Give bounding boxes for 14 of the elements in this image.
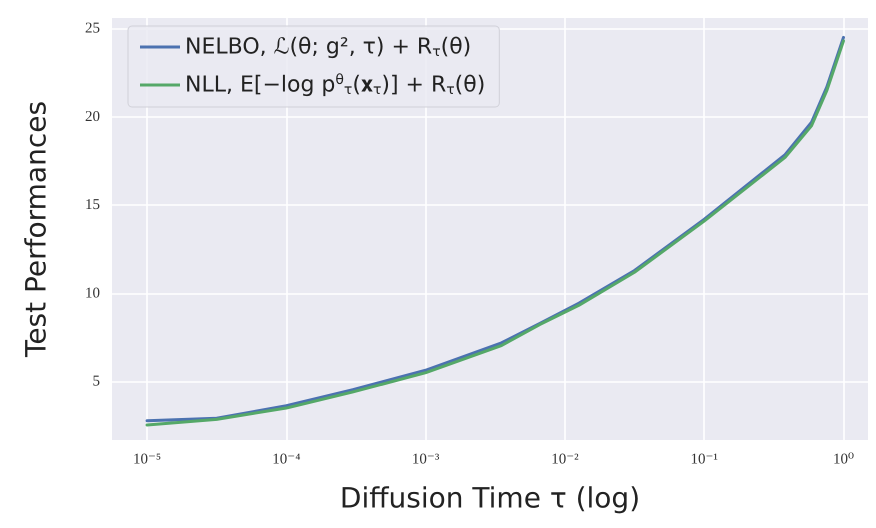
x-tick-label: 10⁰ xyxy=(832,452,854,468)
y-tick-label: 25 xyxy=(85,20,100,37)
y-axis-title: Test Performances xyxy=(20,100,52,358)
y-tick-label: 20 xyxy=(85,108,100,125)
x-tick-label: 10⁻⁴ xyxy=(272,452,300,468)
x-tick-label: 10⁻⁵ xyxy=(132,452,162,468)
x-tick-label: 10⁻¹ xyxy=(690,452,718,468)
legend-label: NELBO, ℒ(θ; g², τ) + Rτ(θ) xyxy=(185,34,472,60)
x-axis-title: Diffusion Time τ (log) xyxy=(340,482,640,514)
y-tick-label: 5 xyxy=(92,374,100,390)
y-tick-label: 10 xyxy=(85,285,100,302)
x-tick-label: 10⁻² xyxy=(551,452,580,468)
x-tick-label: 10⁻³ xyxy=(412,452,440,468)
y-tick-label: 15 xyxy=(85,197,100,214)
